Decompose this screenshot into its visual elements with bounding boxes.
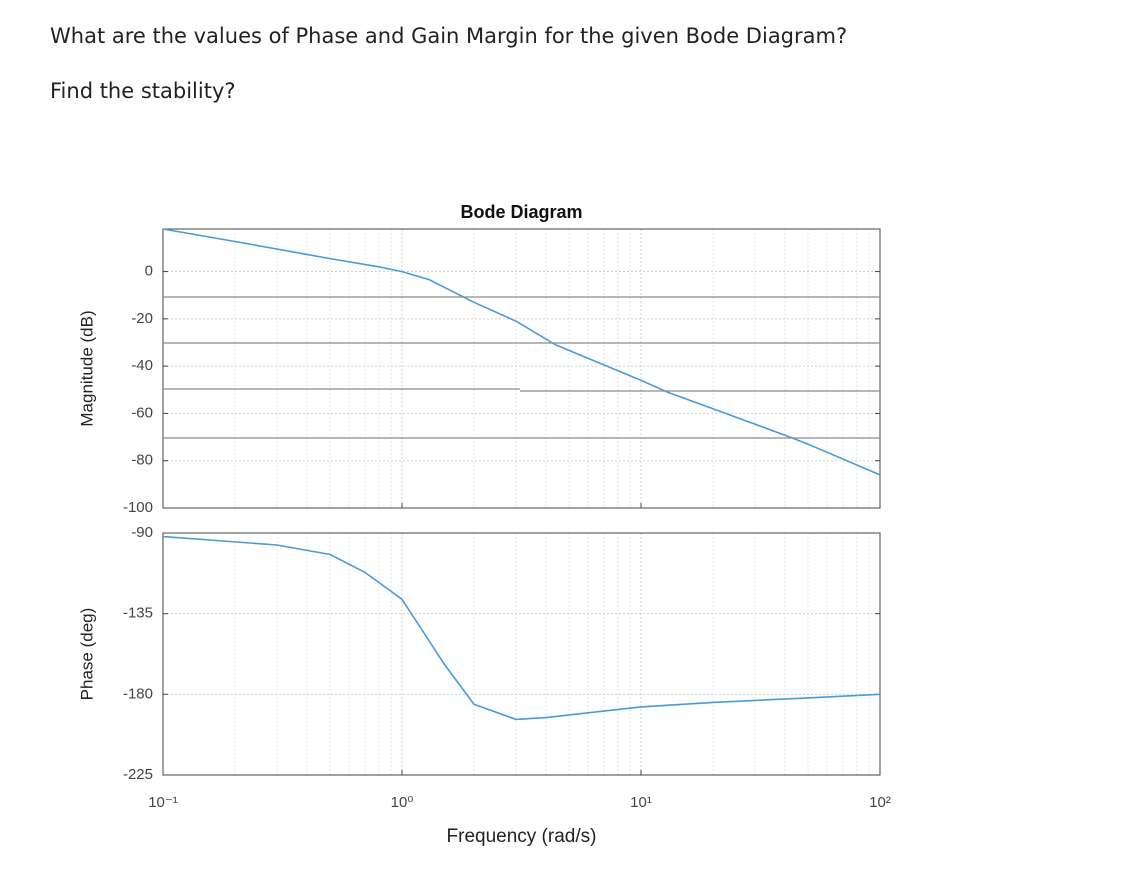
x-tick-label: 10²	[869, 794, 891, 811]
hand-drawn-lines	[163, 296, 880, 439]
y-tick-label: -100	[123, 499, 153, 516]
x-axis-label: Frequency (rad/s)	[447, 826, 597, 847]
y-tick-label: -40	[131, 357, 153, 374]
y-tick-label: -90	[131, 524, 153, 541]
plot: 10⁻¹ 10⁰ 10¹ 10² -225 -180 -135 -90 Phase (deg) F…	[77, 524, 890, 847]
y-tick-label: 0	[145, 263, 153, 280]
data-line	[162, 535, 881, 721]
plot-area	[163, 533, 880, 775]
y-tick-label: -135	[123, 605, 153, 622]
data-line	[162, 228, 881, 476]
plot-area	[163, 229, 880, 508]
chart-title: Bode Diagram	[460, 202, 582, 222]
y-tick-label: -20	[131, 310, 153, 327]
y-tick-label: -80	[131, 452, 153, 469]
x-tick-label: 10¹	[630, 794, 652, 811]
plot: -100 -80 -60 -40 -20 0 Bode Diagram Magnitude (…	[77, 202, 881, 516]
y-tick-label: -60	[131, 404, 153, 421]
y-axis-label: Magnitude (dB)	[77, 310, 96, 426]
x-tick-label: 10⁻¹	[148, 794, 178, 811]
question: What are the values of Phase and Gain Ma…	[50, 24, 848, 48]
question: Find the stability?	[50, 79, 236, 103]
x-tick-label: 10⁰	[391, 794, 414, 811]
axes-frame	[162, 228, 881, 509]
y-tick-label: -180	[123, 685, 153, 702]
y-tick-label: -225	[123, 766, 153, 783]
axes-frame	[162, 532, 881, 776]
y-axis-label: Phase (deg)	[77, 608, 96, 701]
